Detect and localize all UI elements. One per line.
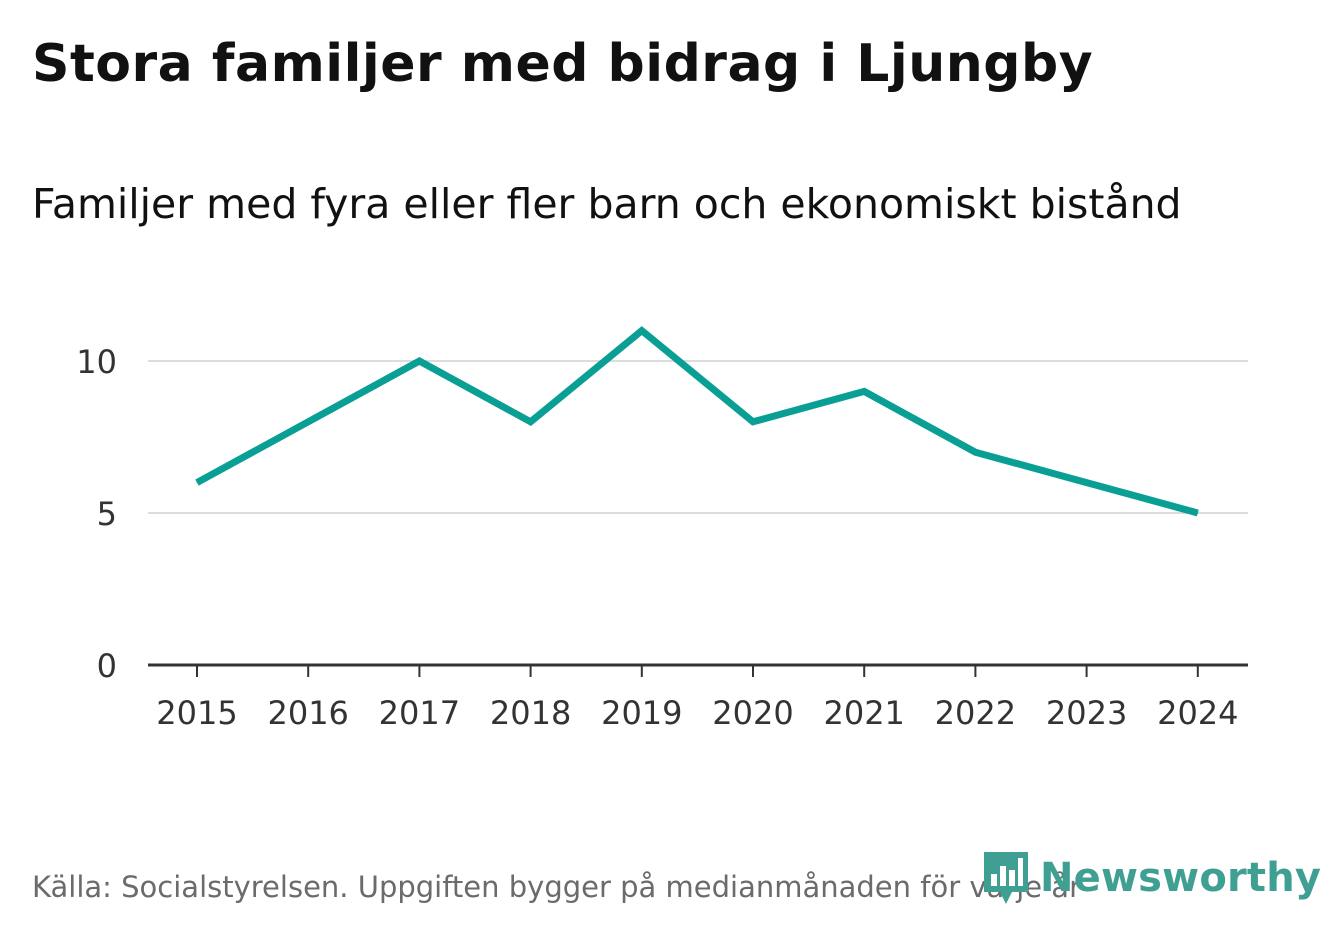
data-point-2020 <box>752 421 754 423</box>
x-tick-labels: 2015 2016 2017 2018 2019 2020 2021 2022 2023 2024 <box>156 694 1238 732</box>
grid-layer <box>148 360 1248 514</box>
newsworthy-logo: Newsworthy <box>982 848 1321 908</box>
x-tick-label: 2021 <box>823 694 904 732</box>
data-point-2019 <box>641 330 643 332</box>
series-layer <box>195 326 1199 517</box>
x-tick-label: 2022 <box>935 694 1016 732</box>
x-tick-label: 2015 <box>156 694 237 732</box>
chart-title: Stora familjer med bidrag i Ljungby <box>32 34 1094 94</box>
data-point-2017 <box>418 360 420 362</box>
y-tick-label: 5 <box>97 495 117 533</box>
y-tick-label: 10 <box>76 343 117 381</box>
x-tick-label: 2016 <box>267 694 348 732</box>
data-point-2016 <box>307 421 309 423</box>
data-point-2023 <box>1086 482 1088 484</box>
data-point-2022 <box>974 451 976 453</box>
data-point-2015 <box>196 482 198 484</box>
data-point-2021 <box>863 390 865 392</box>
x-tick-label: 2023 <box>1046 694 1127 732</box>
x-tick-label: 2020 <box>712 694 793 732</box>
newsworthy-chart-icon <box>984 852 1028 904</box>
logo-wordmark: Newsworthy <box>1040 855 1322 901</box>
data-point-2024 <box>1197 512 1199 514</box>
data-point-2018 <box>530 421 532 423</box>
x-tick-label: 2024 <box>1157 694 1238 732</box>
chart-subtitle: Familjer med fyra eller fler barn och ek… <box>32 180 1182 228</box>
y-tick-labels: 0 5 10 <box>76 343 117 685</box>
x-axis <box>148 663 1248 677</box>
source-note: Källa: Socialstyrelsen. Uppgiften bygger… <box>32 870 1081 904</box>
x-tick-label: 2017 <box>379 694 460 732</box>
x-tick-label: 2018 <box>490 694 571 732</box>
x-tick-label: 2019 <box>601 694 682 732</box>
series-line-0 <box>195 326 1199 517</box>
y-tick-label: 0 <box>97 647 117 685</box>
